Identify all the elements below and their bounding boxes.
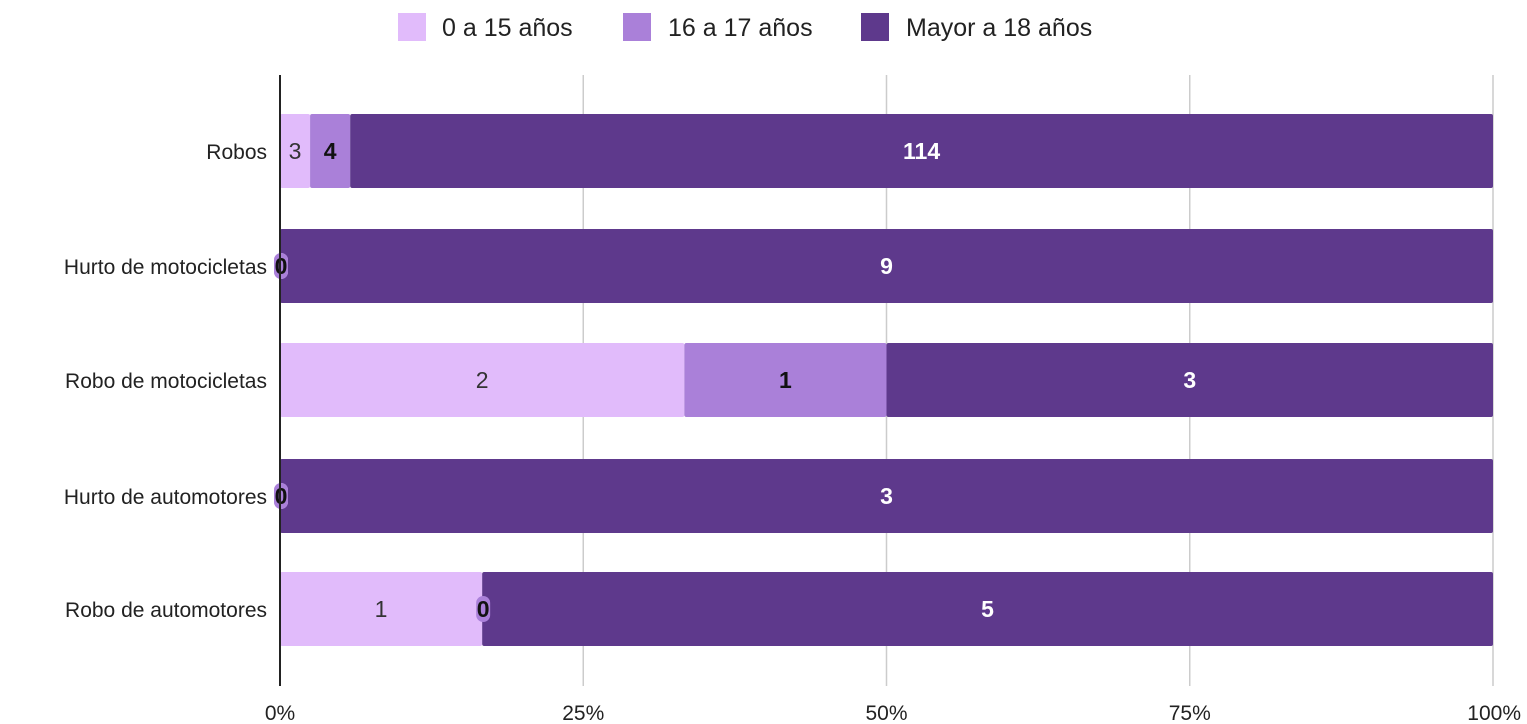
category-label-robo-de-motocicletas: Robo de motocicletas (65, 370, 267, 393)
legend-swatch-mayor-a-18-anos (861, 13, 889, 41)
data-label-robo-de-motocicletas-mayor-a-18-anos: 3 (1183, 367, 1196, 393)
x-tick-labels: 0% 25% 50% 75% 100% (265, 702, 1521, 724)
x-tick-label-75: 75% (1169, 702, 1211, 724)
bar-robo-de-automotores-mayor-a-18-anos (482, 572, 1494, 646)
category-label-hurto-de-motocicletas: Hurto de motocicletas (64, 256, 267, 279)
label-badge-robo-de-automotores-16-a-17-anos (476, 596, 491, 622)
legend: 0 a 15 años 16 a 17 años Mayor a 18 años (398, 13, 1092, 42)
data-label-robos-mayor-a-18-anos: 114 (903, 138, 940, 164)
data-label-hurto-de-automotores-mayor-a-18-anos: 3 (880, 483, 893, 509)
category-label-hurto-de-automotores: Hurto de automotores (64, 486, 267, 509)
legend-label-0-a-15-anos: 0 a 15 años (442, 14, 573, 42)
category-labels: Robos Hurto de motocicletas Robo de motoci… (64, 141, 267, 622)
x-tick-label-0: 0% (265, 702, 295, 724)
legend-label-16-a-17-anos: 16 a 17 años (668, 14, 813, 42)
bar-hurto-de-automotores-mayor-a-18-anos (280, 459, 1493, 533)
bar-robo-de-motocicletas-16-a-17-anos (684, 343, 887, 417)
data-label-robo-de-automotores-0-a-15-anos: 1 (375, 596, 388, 622)
legend-swatch-0-a-15-anos (398, 13, 426, 41)
data-label-robo-de-motocicletas-0-a-15-anos: 2 (476, 367, 489, 393)
bar-robos-mayor-a-18-anos (350, 114, 1493, 188)
x-tick-label-50: 50% (865, 702, 907, 724)
legend-swatch-16-a-17-anos (623, 13, 651, 41)
bar-robos-16-a-17-anos (310, 114, 351, 188)
bar-robo-de-automotores-0-a-15-anos (280, 572, 483, 646)
data-label-robo-de-automotores-mayor-a-18-anos: 5 (981, 596, 994, 622)
bar-robos-0-a-15-anos (280, 114, 311, 188)
x-tick-label-100: 100% (1467, 702, 1521, 724)
data-label-robo-de-motocicletas-16-a-17-anos: 1 (779, 367, 792, 393)
data-label-robos-0-a-15-anos: 3 (289, 138, 302, 164)
category-label-robo-de-automotores: Robo de automotores (65, 599, 267, 622)
x-tick-label-25: 25% (562, 702, 604, 724)
data-label-robo-de-automotores-16-a-17-anos: 0 (477, 596, 490, 622)
bar-hurto-de-motocicletas-mayor-a-18-anos (280, 229, 1493, 303)
data-label-hurto-de-motocicletas-mayor-a-18-anos: 9 (880, 253, 893, 279)
bar-robo-de-motocicletas-mayor-a-18-anos (886, 343, 1493, 417)
bar-robo-de-motocicletas-0-a-15-anos (280, 343, 685, 417)
bars: 34114009213003105 (274, 114, 1494, 646)
category-label-robos: Robos (206, 141, 267, 164)
legend-label-mayor-a-18-anos: Mayor a 18 años (906, 14, 1092, 42)
data-label-robos-16-a-17-anos: 4 (324, 138, 337, 164)
